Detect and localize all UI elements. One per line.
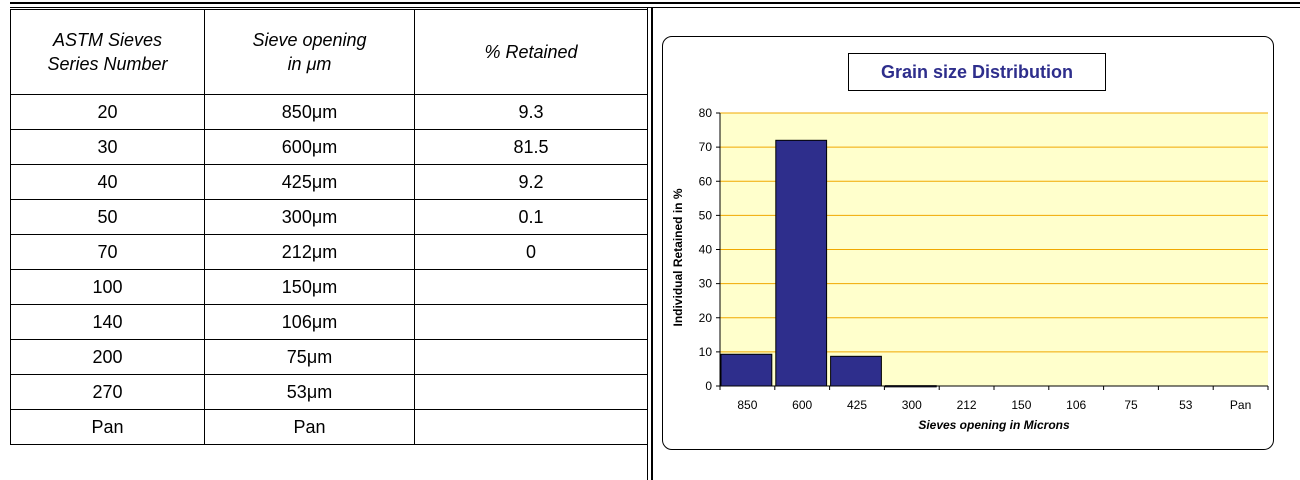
- table-header-row: ASTM Sieves Series Number Sieve opening …: [10, 9, 648, 95]
- x-tick-label: 106: [1066, 398, 1086, 412]
- y-tick-label: 40: [699, 243, 713, 257]
- y-tick-label: 10: [699, 345, 713, 359]
- sieve-number-cell: Pan: [10, 409, 205, 445]
- bar: [884, 385, 937, 388]
- table-row: 50 300μm 0.1: [10, 199, 648, 235]
- sieve-number-cell: 30: [10, 129, 205, 165]
- chart-title: Grain size Distribution: [880, 61, 1074, 82]
- x-tick-label: 850: [737, 398, 757, 412]
- sieve-opening-cell: 75μm: [204, 339, 415, 375]
- sieve-opening-cell: Pan: [204, 409, 415, 445]
- header-line: % Retained: [484, 42, 578, 62]
- y-tick-label: 0: [705, 379, 712, 393]
- percent-retained-cell: [414, 269, 648, 305]
- percent-retained-cell: [414, 304, 648, 340]
- table-body: 20 850μm 9.3 30 600μm 81.5 40 425μm 9.2 50 300μm 0.…: [10, 94, 648, 445]
- sieve-number-cell: 140: [10, 304, 205, 340]
- y-tick-label: 30: [699, 277, 713, 291]
- sieve-number-cell: 20: [10, 94, 205, 130]
- percent-retained-cell: 0.1: [414, 199, 648, 235]
- y-axis-label: Individual Retained in %: [671, 188, 685, 326]
- y-tick-label: 50: [699, 208, 713, 222]
- table-row: 70 212μm 0: [10, 234, 648, 270]
- sieve-table: ASTM Sieves Series Number Sieve opening …: [10, 9, 648, 445]
- table-row: 40 425μm 9.2: [10, 164, 648, 200]
- y-tick-label: 80: [699, 106, 713, 120]
- y-tick-label: 20: [699, 311, 713, 325]
- top-double-rule: [10, 2, 1300, 8]
- header-line: Series Number: [47, 54, 168, 74]
- percent-retained-cell: 9.3: [414, 94, 648, 130]
- header-astm-sieves: ASTM Sieves Series Number: [10, 9, 205, 95]
- x-tick-label: Pan: [1230, 398, 1251, 412]
- header-line: in μm: [287, 54, 332, 74]
- header-line: ASTM Sieves: [52, 30, 163, 50]
- table-row: 100 150μm: [10, 269, 648, 305]
- sieve-opening-cell: 212μm: [204, 234, 415, 270]
- grain-size-chart: 0 10 20 30 40 50 60 70 80 850 600 425 300 212 150 106 75…: [671, 106, 1269, 432]
- bar: [830, 355, 882, 387]
- sieve-number-cell: 50: [10, 199, 205, 235]
- x-tick-label: 150: [1011, 398, 1031, 412]
- percent-retained-cell: [414, 409, 648, 445]
- header-line: Sieve opening: [252, 30, 367, 50]
- sieve-number-cell: 70: [10, 234, 205, 270]
- sieve-number-cell: 270: [10, 374, 205, 410]
- header-percent-retained: % Retained: [414, 9, 648, 95]
- x-tick-label: 212: [957, 398, 977, 412]
- x-tick-label: 425: [847, 398, 867, 412]
- sieve-number-cell: 40: [10, 164, 205, 200]
- x-tick-label: 600: [792, 398, 812, 412]
- chart-title-box: Grain size Distribution: [848, 53, 1106, 91]
- bar: [720, 353, 773, 387]
- table-row: 270 53μm: [10, 374, 648, 410]
- bar: [775, 139, 828, 387]
- x-tick-label: 75: [1124, 398, 1138, 412]
- x-tick-label: 53: [1179, 398, 1193, 412]
- table-row: 30 600μm 81.5: [10, 129, 648, 165]
- x-axis-label: Sieves opening in Microns: [918, 418, 1070, 432]
- double-vertical-separator: [647, 8, 653, 480]
- sieve-number-cell: 100: [10, 269, 205, 305]
- header-sieve-opening: Sieve opening in μm: [204, 9, 415, 95]
- sieve-opening-cell: 850μm: [204, 94, 415, 130]
- sieve-number-cell: 200: [10, 339, 205, 375]
- sieve-opening-cell: 600μm: [204, 129, 415, 165]
- percent-retained-cell: [414, 374, 648, 410]
- sieve-opening-cell: 150μm: [204, 269, 415, 305]
- percent-retained-cell: 9.2: [414, 164, 648, 200]
- sieve-opening-cell: 300μm: [204, 199, 415, 235]
- x-tick-label: 300: [902, 398, 922, 412]
- y-tick-label: 60: [699, 174, 713, 188]
- y-tick-label: 70: [699, 140, 713, 154]
- table-row: 140 106μm: [10, 304, 648, 340]
- percent-retained-cell: 0: [414, 234, 648, 270]
- table-row: 200 75μm: [10, 339, 648, 375]
- sieve-opening-cell: 106μm: [204, 304, 415, 340]
- percent-retained-cell: 81.5: [414, 129, 648, 165]
- sieve-opening-cell: 53μm: [204, 374, 415, 410]
- percent-retained-cell: [414, 339, 648, 375]
- table-row: Pan Pan: [10, 409, 648, 445]
- sieve-opening-cell: 425μm: [204, 164, 415, 200]
- table-row: 20 850μm 9.3: [10, 94, 648, 130]
